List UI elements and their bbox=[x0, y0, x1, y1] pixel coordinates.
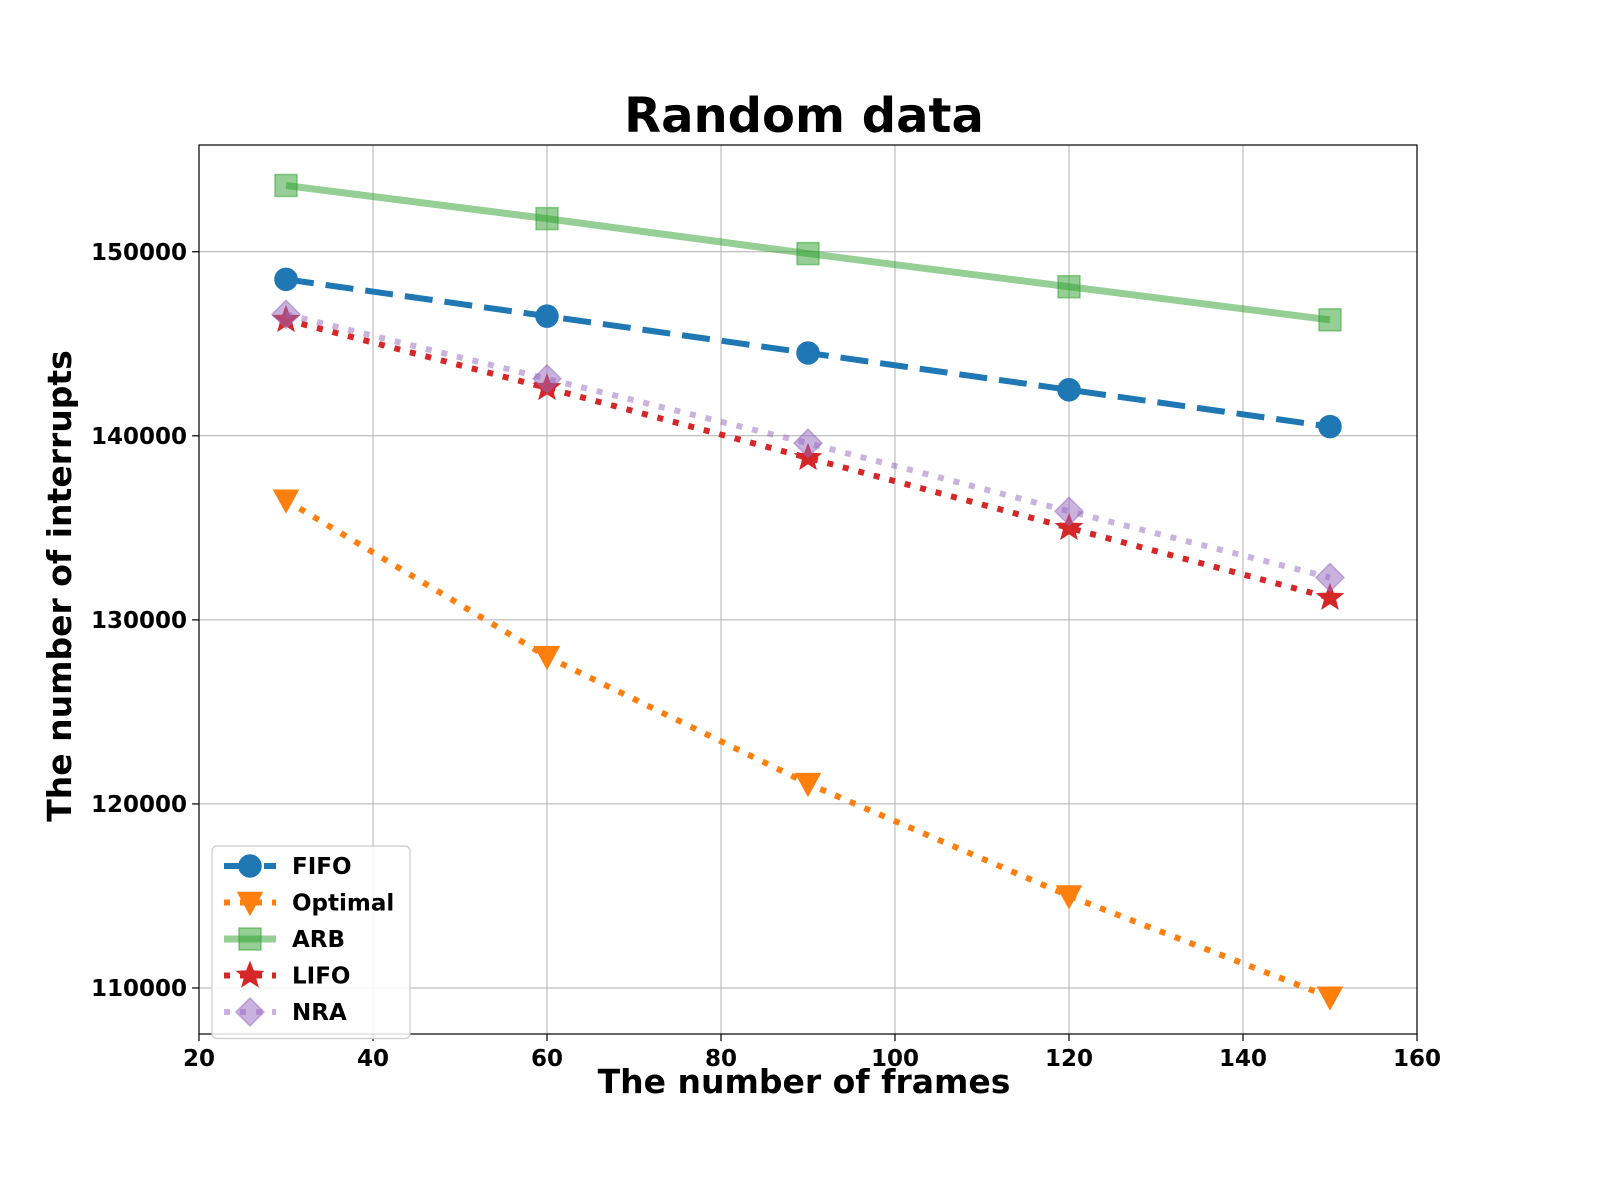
data-point-fifo bbox=[1057, 378, 1081, 402]
series-arb bbox=[274, 173, 1342, 332]
data-point-optimal bbox=[272, 489, 300, 514]
data-point-fifo bbox=[1318, 414, 1342, 439]
y-tick-label: 110000 bbox=[91, 976, 187, 1002]
data-point-fifo bbox=[535, 304, 559, 328]
legend-label-lifo: LIFO bbox=[292, 964, 350, 990]
ticks: 20 40 60 80 100 120 140 160 110000 120000 130000 14… bbox=[91, 240, 1441, 1072]
series-nra bbox=[270, 299, 1346, 593]
x-tick-label: 40 bbox=[357, 1046, 389, 1072]
legend-marker-lifo bbox=[235, 960, 265, 988]
chart-title: Random data bbox=[624, 88, 984, 144]
x-tick-label: 120 bbox=[1045, 1046, 1093, 1072]
x-tick-label: 80 bbox=[705, 1046, 737, 1072]
legend: FIFO Optimal ARB LIFO NRA bbox=[211, 845, 411, 1040]
data-point-fifo bbox=[796, 341, 820, 365]
data-point-arb bbox=[1318, 308, 1342, 332]
legend-marker-optimal bbox=[236, 891, 264, 917]
data-point-nra bbox=[531, 363, 563, 394]
data-point-optimal bbox=[794, 772, 822, 798]
legend-label-fifo: FIFO bbox=[292, 854, 352, 880]
data-point-optimal bbox=[533, 645, 561, 671]
data-point-arb bbox=[1057, 274, 1081, 299]
data-point-optimal bbox=[1316, 986, 1344, 1011]
series-layer bbox=[270, 173, 1346, 1011]
data-point-fifo bbox=[274, 267, 298, 292]
legend-marker-arb bbox=[238, 927, 262, 951]
data-point-arb bbox=[796, 241, 820, 266]
x-tick-label: 20 bbox=[183, 1046, 215, 1072]
data-point-arb bbox=[274, 173, 298, 198]
data-point-lifo bbox=[1054, 512, 1084, 541]
x-axis-label: The number of frames bbox=[598, 1062, 1011, 1101]
data-point-nra bbox=[1053, 496, 1085, 527]
legend-entry-arb: ARB bbox=[224, 927, 345, 953]
x-tick-label: 60 bbox=[531, 1046, 563, 1072]
x-tick-label: 140 bbox=[1219, 1046, 1267, 1072]
y-tick-label: 150000 bbox=[91, 240, 187, 266]
series-fifo bbox=[274, 267, 1342, 439]
y-axis-label: The number of interrupts bbox=[40, 350, 79, 822]
x-tick-label: 100 bbox=[871, 1046, 919, 1072]
y-tick-label: 120000 bbox=[91, 792, 187, 818]
data-point-nra bbox=[1314, 562, 1346, 593]
legend-entry-lifo: LIFO bbox=[224, 960, 350, 990]
series-optimal bbox=[272, 489, 1344, 1011]
legend-label-nra: NRA bbox=[292, 1000, 347, 1026]
x-tick-label: 160 bbox=[1393, 1046, 1441, 1072]
plot-frame bbox=[198, 144, 1418, 1035]
y-tick-label: 130000 bbox=[91, 608, 187, 634]
data-point-nra bbox=[270, 299, 302, 330]
legend-entry-nra: NRA bbox=[224, 996, 347, 1028]
legend-label-arb: ARB bbox=[292, 927, 345, 953]
series-line-optimal bbox=[284, 497, 1332, 1000]
data-point-arb bbox=[535, 206, 559, 231]
legend-marker-nra bbox=[234, 996, 266, 1028]
legend-label-optimal: Optimal bbox=[292, 891, 394, 917]
series-line-nra bbox=[285, 311, 1331, 581]
data-point-nra bbox=[792, 428, 824, 459]
legend-entry-fifo: FIFO bbox=[224, 854, 352, 880]
legend-marker-fifo bbox=[238, 854, 262, 878]
y-tick-label: 140000 bbox=[91, 424, 187, 450]
data-point-lifo bbox=[1315, 582, 1345, 611]
legend-entry-optimal: Optimal bbox=[224, 891, 394, 917]
series-line-lifo bbox=[285, 316, 1331, 601]
data-point-optimal bbox=[1055, 885, 1083, 910]
